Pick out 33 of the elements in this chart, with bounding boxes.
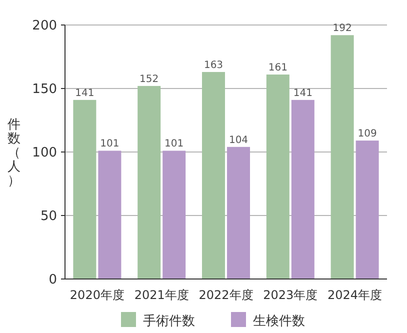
bar bbox=[73, 100, 96, 279]
y-tick-label: 100 bbox=[32, 146, 57, 160]
x-tick-label: 2023年度 bbox=[263, 288, 318, 302]
bar bbox=[266, 74, 290, 279]
data-label: 152 bbox=[140, 74, 159, 85]
data-label: 101 bbox=[164, 138, 184, 150]
x-tick-label: 2021年度 bbox=[134, 288, 189, 302]
data-label: 101 bbox=[100, 138, 120, 150]
y-tick-label: 150 bbox=[32, 82, 57, 97]
legend-label: 手術件数 bbox=[143, 314, 195, 329]
bar bbox=[138, 86, 161, 279]
data-label: 141 bbox=[293, 88, 312, 99]
y-tick-label: 0 bbox=[48, 272, 57, 288]
data-label: 141 bbox=[75, 88, 94, 99]
data-label: 192 bbox=[332, 23, 352, 34]
bar bbox=[227, 146, 250, 279]
data-label: 163 bbox=[204, 60, 224, 71]
data-label: 109 bbox=[358, 128, 377, 140]
legend-label: 生検件数 bbox=[253, 314, 305, 329]
x-tick-label: 2022年度 bbox=[198, 288, 254, 302]
data-label: 161 bbox=[268, 62, 288, 74]
bar bbox=[291, 100, 314, 279]
y-axis-title: 件数（人） bbox=[8, 118, 20, 188]
bar bbox=[330, 35, 354, 279]
x-tick-label: 2020年度 bbox=[70, 288, 124, 302]
bar bbox=[98, 150, 122, 279]
bar bbox=[202, 72, 225, 279]
y-tick-label: 50 bbox=[40, 209, 57, 224]
bar bbox=[162, 150, 186, 279]
y-tick-label: 200 bbox=[32, 18, 57, 34]
data-label: 104 bbox=[228, 134, 248, 146]
bar bbox=[356, 140, 379, 279]
x-tick-label: 2024年度 bbox=[328, 288, 382, 302]
